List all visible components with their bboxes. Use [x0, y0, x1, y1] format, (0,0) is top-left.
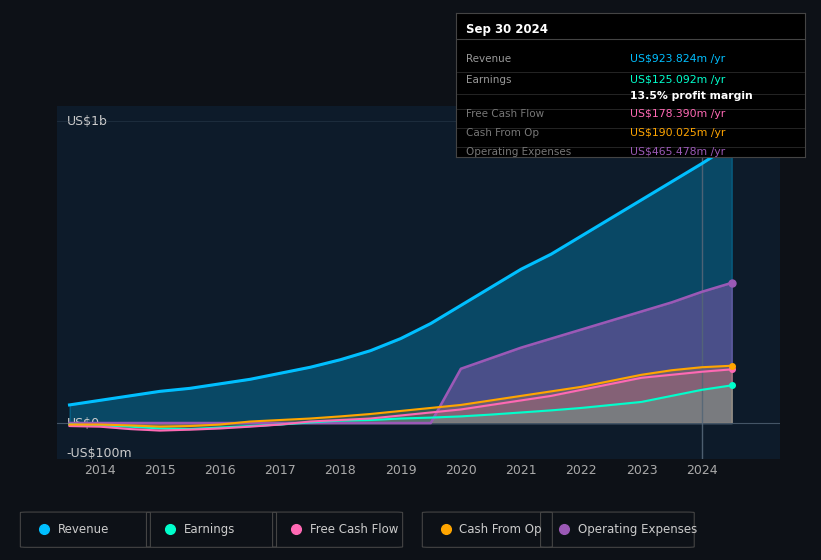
Text: US$0: US$0 [67, 417, 99, 430]
Text: Operating Expenses: Operating Expenses [466, 147, 571, 157]
Text: Operating Expenses: Operating Expenses [578, 522, 697, 536]
Text: US$1b: US$1b [67, 115, 108, 128]
Text: 13.5% profit margin: 13.5% profit margin [631, 91, 753, 101]
Text: Free Cash Flow: Free Cash Flow [310, 522, 398, 536]
Text: Earnings: Earnings [466, 75, 511, 85]
Text: -US$100m: -US$100m [67, 447, 132, 460]
Text: US$923.824m /yr: US$923.824m /yr [631, 54, 725, 64]
Text: Earnings: Earnings [184, 522, 235, 536]
Text: Sep 30 2024: Sep 30 2024 [466, 24, 548, 36]
Text: Free Cash Flow: Free Cash Flow [466, 110, 544, 119]
Text: Cash From Op: Cash From Op [466, 128, 539, 138]
Text: US$178.390m /yr: US$178.390m /yr [631, 110, 726, 119]
Text: Revenue: Revenue [466, 54, 511, 64]
Text: US$190.025m /yr: US$190.025m /yr [631, 128, 726, 138]
Text: US$125.092m /yr: US$125.092m /yr [631, 75, 726, 85]
Text: Revenue: Revenue [57, 522, 108, 536]
Text: US$465.478m /yr: US$465.478m /yr [631, 147, 725, 157]
Text: Cash From Op: Cash From Op [460, 522, 542, 536]
